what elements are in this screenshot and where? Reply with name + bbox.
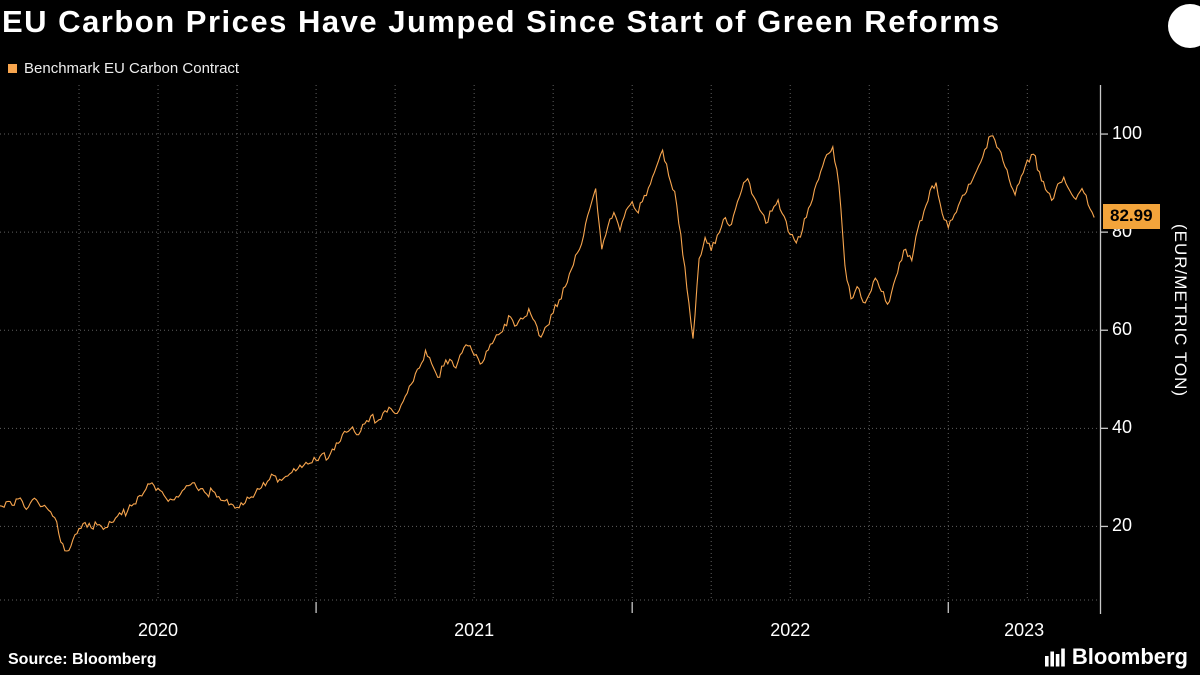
- corner-logo-mark: [1168, 4, 1200, 48]
- last-price-callout: 82.99: [1103, 204, 1160, 230]
- x-axis-tick-label: 2021: [454, 620, 495, 640]
- bloomberg-logo-text: Bloomberg: [1071, 644, 1188, 669]
- chart-title: EU Carbon Prices Have Jumped Since Start…: [2, 4, 1001, 39]
- x-axis-tick-label: 2020: [138, 620, 179, 640]
- legend-label: Benchmark EU Carbon Contract: [24, 60, 240, 77]
- legend-swatch: [8, 64, 17, 73]
- y-axis-tick-label: 40: [1112, 417, 1133, 438]
- bloomberg-logo-icon: [1044, 648, 1065, 666]
- bloomberg-logo: Bloomberg: [1044, 644, 1188, 670]
- source-note: Source: Bloomberg: [8, 651, 157, 668]
- legend: Benchmark EU Carbon Contract: [8, 60, 239, 77]
- y-axis-title: (EUR/METRIC TON): [1171, 224, 1190, 398]
- x-axis-tick-label: 2022: [770, 620, 811, 640]
- x-axis-tick-label: 2023: [1004, 620, 1045, 640]
- y-axis-tick-label: 100: [1112, 123, 1143, 144]
- y-axis-tick-label: 60: [1112, 319, 1133, 340]
- y-axis-tick-label: 20: [1112, 515, 1133, 536]
